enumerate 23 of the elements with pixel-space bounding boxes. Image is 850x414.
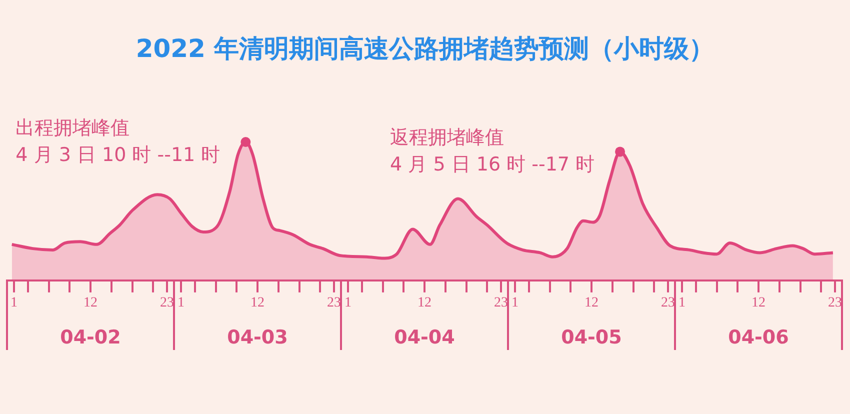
x2-tick-label: 04-04 — [394, 326, 455, 349]
x-tick-label: 12 — [752, 295, 766, 310]
x-tick-label: 23 — [160, 295, 174, 310]
chart-title: 2022 年清明期间高速公路拥堵趋势预测（小时级） — [134, 33, 716, 65]
x-tick-label: 12 — [84, 295, 98, 310]
x-tick-label: 12 — [418, 295, 432, 310]
x-tick-label: 23 — [661, 295, 676, 310]
x2-tick-label: 04-05 — [561, 326, 622, 349]
x-tick-label: 1 — [511, 295, 518, 310]
annotation: 返程拥堵峰值 4 月 5 日 16 时 --17 时 — [390, 126, 595, 176]
x-tick-label: 12 — [250, 295, 264, 310]
x2-tick-label: 04-03 — [227, 326, 288, 349]
x-tick-label: 1 — [344, 295, 352, 310]
x2-tick-label: 04-02 — [60, 326, 121, 349]
x-tick-label: 12 — [584, 295, 598, 310]
x-tick-label: 1 — [177, 295, 184, 310]
x-tick-label: 1 — [678, 295, 686, 310]
x-tick-label: 23 — [327, 295, 342, 310]
annotation: 出程拥堵峰值 4 月 3 日 10 时 --11 时 — [16, 117, 220, 166]
x-tick-label: 23 — [494, 295, 508, 310]
x2-tick-label: 04-06 — [728, 326, 789, 349]
x-tick-label: 23 — [828, 295, 842, 310]
x-tick-label: 1 — [10, 295, 18, 310]
